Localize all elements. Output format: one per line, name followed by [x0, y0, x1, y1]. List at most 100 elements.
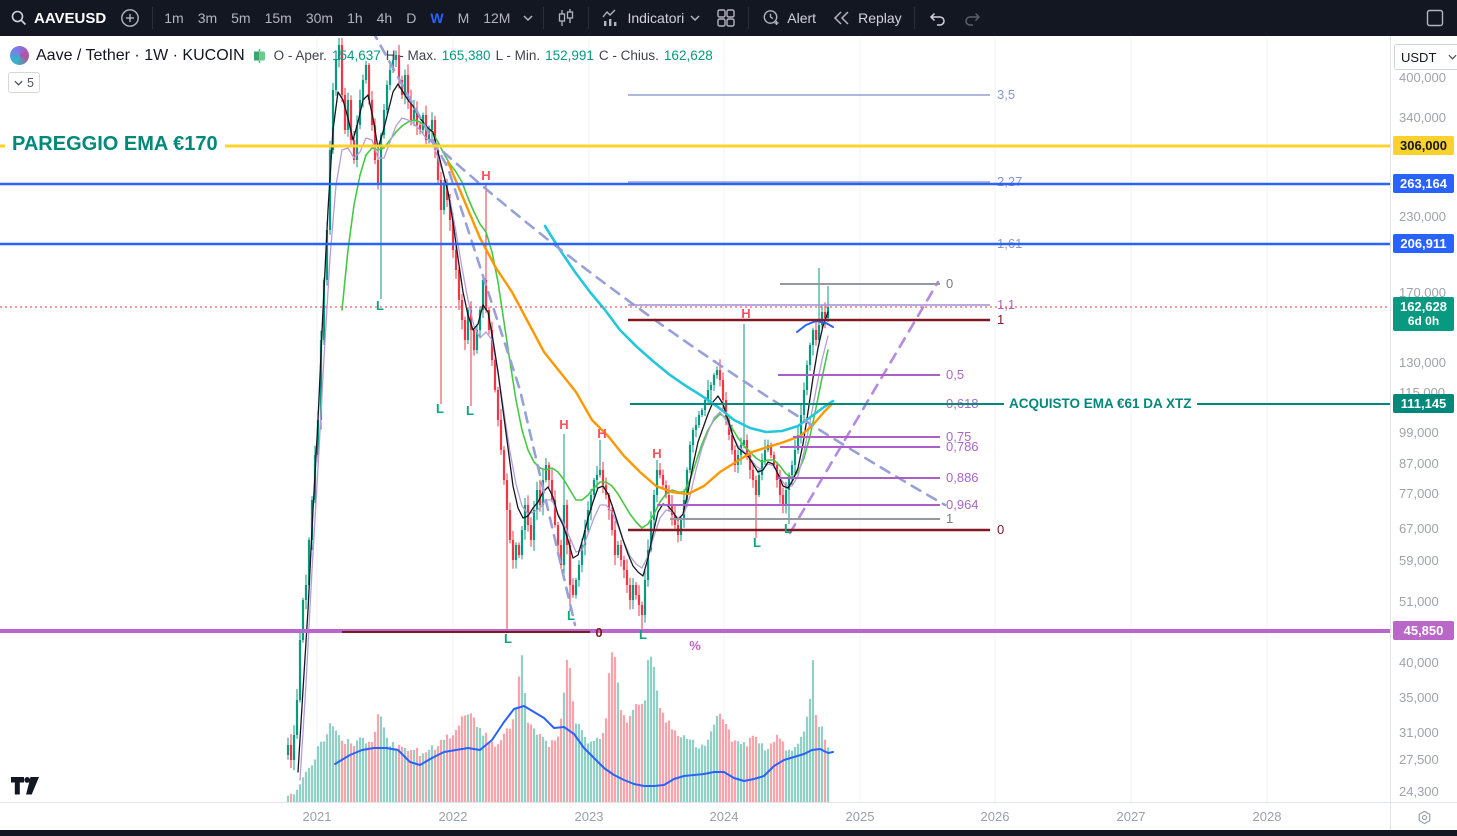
pareggio-note[interactable]: PAREGGIO EMA €170	[5, 132, 225, 157]
candle-body	[532, 510, 536, 540]
timeframe-3m[interactable]: 3m	[197, 10, 218, 26]
trend-down-steep[interactable]	[372, 36, 577, 627]
volume-bar	[805, 716, 809, 802]
timeframe-list: 1m 3m 5m 15m 30m 1h 4h D W M 12M	[157, 0, 517, 36]
price-tick: 130,000	[1399, 355, 1446, 370]
candle-body	[688, 445, 692, 470]
toolbar-divider	[543, 7, 545, 29]
price-chip: 45,850	[1393, 621, 1454, 640]
price-axis[interactable]: USDT 400,000 340,000 230,000 170,000 130,000…	[1390, 36, 1457, 802]
timeframe-12M[interactable]: 12M	[483, 10, 511, 26]
volume-bar	[580, 730, 584, 802]
acquisto-note[interactable]: ACQUISTO EMA €61 DA XTZ	[1004, 395, 1197, 412]
volume-bar	[553, 740, 557, 802]
candle-body	[385, 85, 389, 110]
volume-bar	[340, 740, 344, 802]
timeframe-30m[interactable]: 30m	[305, 10, 334, 26]
trend-down-long[interactable]	[428, 138, 947, 507]
candle-body	[751, 470, 755, 480]
timeframe-5m[interactable]: 5m	[231, 10, 251, 26]
volume-bar	[346, 739, 350, 802]
volume-bar	[451, 735, 455, 802]
price-chip: 206,911	[1393, 234, 1454, 253]
volume-bar	[511, 719, 515, 802]
volume-bar	[637, 704, 641, 802]
candle-body	[298, 640, 302, 700]
volume-bar	[604, 718, 608, 802]
volume-ma-line	[334, 705, 834, 787]
symbol-search-button[interactable]: AAVEUSD	[34, 9, 107, 27]
ohlc-values: O - Aper. 154,637 H - Max. 165,380 L - Min. 1…	[274, 48, 713, 63]
volume-bar	[721, 719, 725, 802]
timeframe-W[interactable]: W	[430, 10, 444, 26]
volume-bar	[649, 656, 653, 802]
candle-body	[361, 80, 365, 100]
volume-bar	[505, 728, 509, 802]
aave-logo[interactable]	[10, 46, 29, 65]
fib-retracement-label: 0,964	[946, 497, 979, 512]
timeframe-M[interactable]: M	[457, 10, 470, 26]
price-chart-canvas[interactable]: 00,50,6180,750,7860,8860,96413,52,271,61…	[0, 36, 1391, 802]
volume-bar	[439, 739, 443, 802]
layout-grid-button[interactable]	[708, 4, 744, 32]
candle-body	[559, 545, 563, 565]
time-axis[interactable]: 2021 2022 2023 2024 2025 2026 2027 2028	[0, 802, 1391, 831]
volume-bar	[616, 682, 620, 802]
candle-body	[295, 700, 299, 735]
symbol-title[interactable]: Aave / Tether · 1W · KUCOIN	[36, 46, 245, 64]
window-mode-icon[interactable]	[1425, 8, 1445, 28]
tradingview-logo[interactable]	[10, 776, 40, 802]
toolbar-divider	[748, 7, 750, 29]
price-tick: 31,000	[1399, 725, 1439, 740]
volume-bar	[592, 740, 596, 802]
volume-bar	[442, 739, 446, 802]
volume-bar	[814, 714, 818, 802]
chart-type-button[interactable]	[548, 4, 584, 32]
timeframe-4h[interactable]: 4h	[376, 10, 393, 26]
ohlc-label: O - Aper.	[273, 48, 327, 63]
replay-button[interactable]: Replay	[824, 4, 910, 32]
fib-retracement-label: 0,786	[946, 439, 979, 454]
timeframe-1h[interactable]: 1h	[347, 10, 363, 26]
price-chip-value: 263,164	[1400, 176, 1447, 191]
undo-button[interactable]	[919, 4, 955, 32]
volume-bar	[568, 667, 572, 802]
ohlc-value: 165,380	[441, 48, 491, 63]
fib-retracement-label: 0,886	[946, 470, 979, 485]
candle-body	[697, 415, 701, 425]
year-tick: 2023	[574, 809, 604, 824]
volume-bar	[472, 717, 476, 802]
alert-button[interactable]: Alert	[753, 4, 824, 32]
candle-body	[316, 420, 320, 455]
volume-bar	[286, 795, 290, 802]
volume-bar	[523, 693, 527, 802]
trend-up[interactable]	[788, 280, 940, 535]
candle-body	[769, 445, 773, 455]
indicators-button[interactable]: Indicatori	[593, 4, 708, 32]
timeframe-1m[interactable]: 1m	[164, 10, 184, 26]
volume-bar	[541, 737, 545, 802]
currency-select[interactable]: USDT	[1394, 44, 1457, 70]
volume-bar	[556, 736, 560, 802]
chart-pane[interactable]: 0 0,5 0,618 0,75 0,786 0,886 0,964 1 3,5 2,27 1,61…	[0, 36, 1457, 831]
candle-body	[661, 475, 665, 485]
price-chip-value: 306,000	[1400, 138, 1447, 153]
candle-body	[307, 540, 311, 585]
compare-add-icon[interactable]	[112, 4, 148, 32]
candle-body	[328, 150, 332, 230]
volume-bar	[610, 652, 614, 802]
candle-body	[793, 450, 797, 465]
drawing-label: %	[689, 638, 701, 653]
volume-bar	[739, 743, 743, 802]
volume-bar	[742, 742, 746, 802]
timeframe-15m[interactable]: 15m	[264, 10, 292, 26]
volume-bar	[400, 746, 404, 802]
candle-body	[814, 330, 818, 340]
price-tick: 40,000	[1399, 655, 1439, 670]
timeframe-D[interactable]: D	[406, 10, 417, 26]
redo-button[interactable]	[955, 4, 991, 32]
axis-settings-corner[interactable]	[1390, 802, 1457, 831]
search-icon[interactable]	[10, 9, 28, 27]
timeframe-expand-chevron-icon[interactable]	[517, 15, 539, 21]
indicators-collapse-button[interactable]: 5	[8, 72, 40, 93]
